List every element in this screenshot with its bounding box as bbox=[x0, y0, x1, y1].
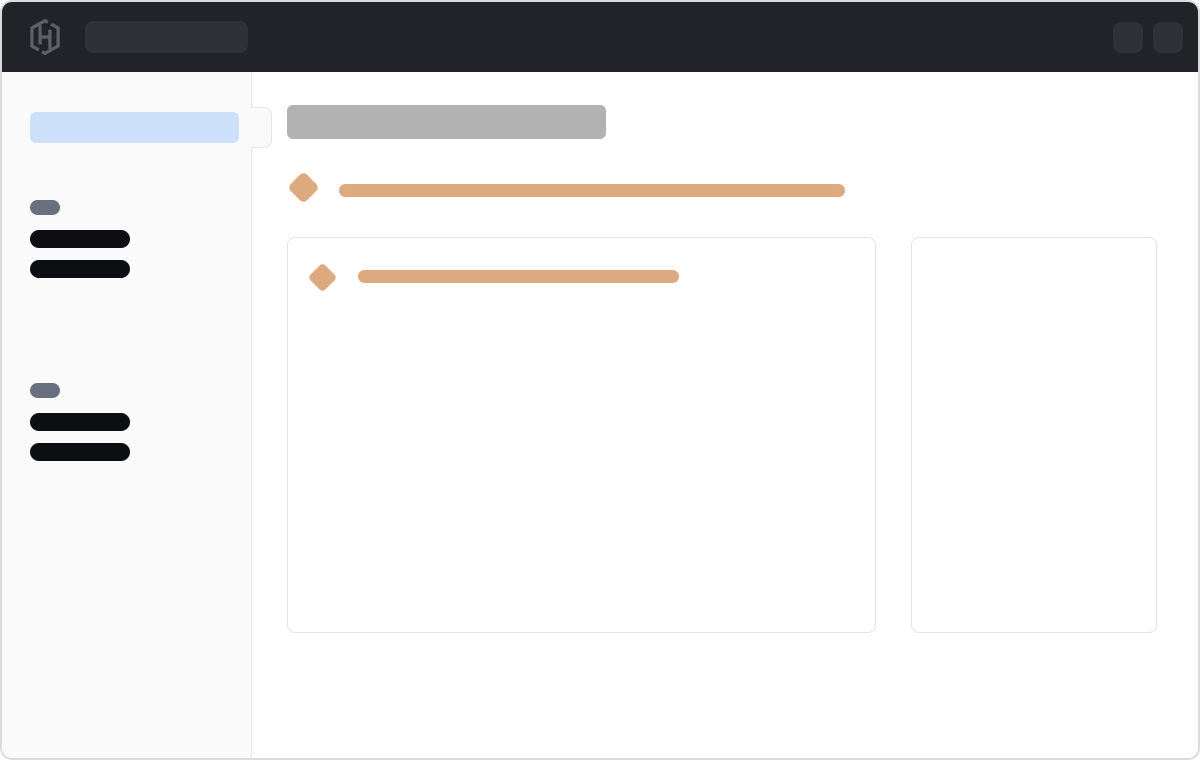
diamond-icon bbox=[287, 171, 320, 204]
content-card-primary bbox=[287, 237, 876, 633]
sidebar-section bbox=[30, 383, 130, 473]
sidebar-active-item-skeleton[interactable] bbox=[30, 112, 239, 143]
search-input-skeleton[interactable] bbox=[85, 21, 248, 53]
page-title-skeleton bbox=[287, 105, 606, 139]
content-card-secondary bbox=[911, 237, 1157, 633]
sidebar-toggle-handle[interactable] bbox=[251, 107, 272, 148]
topbar bbox=[2, 2, 1198, 72]
diamond-icon bbox=[307, 262, 338, 293]
card-callout-text-skeleton bbox=[358, 270, 679, 283]
sidebar-item-skeleton[interactable] bbox=[30, 443, 130, 461]
callout-text-skeleton bbox=[339, 184, 845, 197]
topbar-actions bbox=[1113, 21, 1183, 53]
sidebar-section bbox=[30, 200, 130, 290]
main-content bbox=[252, 72, 1198, 758]
sidebar-section-label-skeleton bbox=[30, 383, 60, 398]
sidebar-item-skeleton[interactable] bbox=[30, 230, 130, 248]
sidebar-section-label-skeleton bbox=[30, 200, 60, 215]
sidebar-item-skeleton[interactable] bbox=[30, 413, 130, 431]
sidebar-item-skeleton[interactable] bbox=[30, 260, 130, 278]
hashicorp-logo-icon bbox=[28, 19, 62, 55]
topbar-action-button-skeleton[interactable] bbox=[1153, 21, 1183, 53]
topbar-action-button-skeleton[interactable] bbox=[1113, 21, 1143, 53]
sidebar bbox=[2, 72, 252, 758]
